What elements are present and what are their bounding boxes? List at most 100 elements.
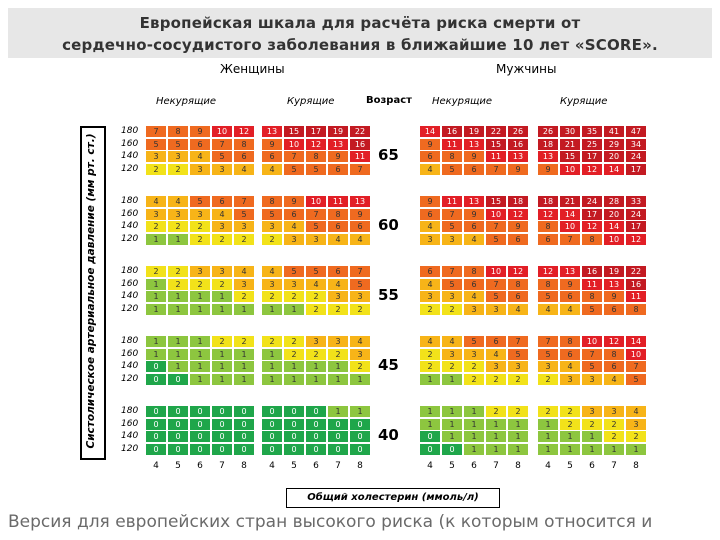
risk-cell: 3 bbox=[212, 266, 232, 277]
bp-tick-label: 180 bbox=[121, 196, 139, 206]
risk-cell: 8 bbox=[538, 278, 558, 290]
risk-cell: 2 bbox=[464, 373, 484, 385]
risk-cell: 7 bbox=[284, 151, 304, 162]
risk-cell: 1 bbox=[284, 361, 304, 372]
risk-cell: 20 bbox=[604, 208, 624, 220]
risk-cell: 4 bbox=[168, 196, 188, 207]
risk-cell: 3 bbox=[442, 348, 462, 360]
risk-cell: 0 bbox=[284, 406, 304, 417]
risk-cell: 1 bbox=[190, 336, 210, 347]
risk-cell: 1 bbox=[538, 418, 558, 430]
risk-cell: 3 bbox=[420, 291, 440, 302]
age-label-45: 45 bbox=[378, 356, 399, 374]
risk-cell: 9 bbox=[508, 221, 528, 232]
cholesterol-tick-label: 5 bbox=[291, 461, 297, 471]
risk-cell: 0 bbox=[350, 443, 370, 455]
risk-cell: 7 bbox=[350, 266, 370, 277]
risk-cell: 3 bbox=[442, 233, 462, 245]
risk-cell: 8 bbox=[560, 336, 580, 347]
risk-cell: 3 bbox=[328, 291, 348, 302]
age-label-40: 40 bbox=[378, 426, 399, 444]
risk-cell: 10 bbox=[284, 138, 304, 150]
risk-cell: 2 bbox=[168, 278, 188, 290]
risk-cell: 5 bbox=[626, 373, 646, 385]
risk-cell: 1 bbox=[486, 431, 506, 442]
risk-cell: 0 bbox=[212, 406, 232, 417]
risk-cell: 7 bbox=[350, 163, 370, 175]
risk-cell: 5 bbox=[582, 303, 602, 315]
risk-cell: 2 bbox=[350, 361, 370, 372]
risk-cell: 22 bbox=[350, 126, 370, 137]
risk-cell: 2 bbox=[262, 291, 282, 302]
risk-cell: 34 bbox=[626, 138, 646, 150]
risk-cell: 4 bbox=[234, 163, 254, 175]
cholesterol-tick-label: 8 bbox=[633, 461, 639, 471]
bp-tick-label: 180 bbox=[121, 406, 139, 416]
cholesterol-tick-label: 7 bbox=[335, 461, 341, 471]
risk-cell: 3 bbox=[212, 221, 232, 232]
bp-tick-label: 120 bbox=[121, 303, 139, 314]
risk-cell: 6 bbox=[464, 163, 484, 175]
risk-cell: 10 bbox=[486, 208, 506, 220]
cholesterol-tick-label: 7 bbox=[611, 461, 617, 471]
risk-cell: 0 bbox=[328, 418, 348, 430]
risk-cell: 7 bbox=[486, 221, 506, 232]
risk-cell: 3 bbox=[262, 221, 282, 232]
risk-cell: 8 bbox=[464, 266, 484, 277]
risk-cell: 1 bbox=[486, 443, 506, 455]
risk-cell: 14 bbox=[560, 208, 580, 220]
risk-cell: 4 bbox=[212, 208, 232, 220]
risk-cell: 1 bbox=[582, 431, 602, 442]
risk-cell: 0 bbox=[234, 418, 254, 430]
risk-cell: 30 bbox=[560, 126, 580, 137]
footer-note: Версия для европейских стран высокого ри… bbox=[8, 512, 653, 532]
risk-cell: 5 bbox=[486, 291, 506, 302]
risk-cell: 8 bbox=[508, 278, 528, 290]
title-line-1: Европейская шкала для расчёта риска смер… bbox=[139, 14, 581, 32]
risk-cell: 14 bbox=[626, 336, 646, 347]
risk-cell: 18 bbox=[538, 196, 558, 207]
risk-cell: 1 bbox=[168, 336, 188, 347]
risk-cell: 3 bbox=[420, 233, 440, 245]
risk-cell: 9 bbox=[262, 138, 282, 150]
cholesterol-tick-label: 6 bbox=[471, 461, 477, 471]
risk-cell: 13 bbox=[508, 151, 528, 162]
risk-cell: 1 bbox=[560, 443, 580, 455]
risk-cell: 12 bbox=[508, 208, 528, 220]
bp-tick-label: 140 bbox=[121, 291, 139, 301]
bp-tick-label: 160 bbox=[121, 348, 139, 359]
risk-cell: 11 bbox=[582, 278, 602, 290]
risk-cell: 5 bbox=[284, 163, 304, 175]
risk-cell: 0 bbox=[234, 443, 254, 455]
risk-cell: 1 bbox=[420, 373, 440, 385]
risk-cell: 6 bbox=[328, 221, 348, 232]
risk-cell: 6 bbox=[350, 221, 370, 232]
cholesterol-tick-label: 6 bbox=[589, 461, 595, 471]
risk-cell: 8 bbox=[582, 233, 602, 245]
risk-cell: 1 bbox=[328, 361, 348, 372]
risk-cell: 7 bbox=[212, 138, 232, 150]
risk-cell: 33 bbox=[626, 196, 646, 207]
risk-cell: 1 bbox=[306, 373, 326, 385]
cholesterol-tick-label: 4 bbox=[153, 461, 159, 471]
risk-cell: 7 bbox=[486, 278, 506, 290]
risk-cell: 16 bbox=[350, 138, 370, 150]
risk-cell: 8 bbox=[604, 348, 624, 360]
risk-cell: 2 bbox=[420, 348, 440, 360]
risk-cell: 24 bbox=[582, 196, 602, 207]
risk-cell: 1 bbox=[582, 443, 602, 455]
risk-cell: 1 bbox=[538, 443, 558, 455]
risk-cell: 2 bbox=[212, 278, 232, 290]
risk-cell: 10 bbox=[212, 126, 232, 137]
risk-cell: 6 bbox=[190, 138, 210, 150]
risk-cell: 5 bbox=[146, 138, 166, 150]
risk-cell: 7 bbox=[146, 126, 166, 137]
risk-cell: 0 bbox=[146, 361, 166, 372]
risk-cell: 5 bbox=[442, 278, 462, 290]
risk-cell: 2 bbox=[168, 221, 188, 232]
risk-cell: 1 bbox=[420, 406, 440, 417]
risk-cell: 3 bbox=[464, 303, 484, 315]
risk-cell: 5 bbox=[168, 138, 188, 150]
risk-cell: 12 bbox=[538, 266, 558, 277]
risk-cell: 15 bbox=[486, 138, 506, 150]
